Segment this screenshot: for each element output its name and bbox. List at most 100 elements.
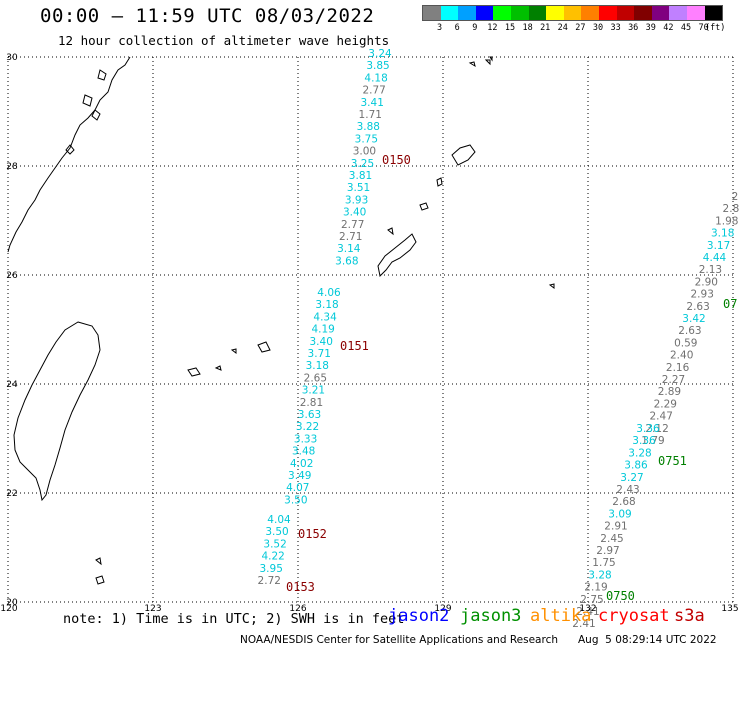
swh-value: 1.75 xyxy=(592,557,615,569)
legend-swatch xyxy=(423,6,441,20)
swh-value: 3.49 xyxy=(288,470,311,482)
swh-value: 3.14 xyxy=(337,243,361,255)
legend-swatch xyxy=(616,6,635,20)
pass-time-label: 0150 xyxy=(382,153,411,167)
swh-value: 2.93 xyxy=(691,289,714,301)
swh-value: 2.81 xyxy=(300,397,323,409)
legend-swatch xyxy=(528,6,547,20)
pass-time-label: 0750 xyxy=(606,589,635,603)
swh-value: 1.71 xyxy=(359,109,382,121)
swh-value: 3.18 xyxy=(315,299,338,311)
swh-value: 2.91 xyxy=(604,521,627,533)
swh-value: 3.52 xyxy=(263,538,286,550)
legend-swatch xyxy=(704,6,723,20)
china-islands xyxy=(65,69,107,155)
swh-value: 2.77 xyxy=(341,219,364,231)
lat-tick-label: 30 xyxy=(6,53,18,63)
lat-tick-label: 20 xyxy=(6,598,18,608)
axis-tick-labels: 120 123 126 129 132 135 30 28 26 24 22 20 xyxy=(0,53,738,614)
swh-value: 3.48 xyxy=(292,446,315,458)
coastlines xyxy=(7,56,555,585)
swh-value: 3.42 xyxy=(682,313,705,325)
swh-value: 2.40 xyxy=(670,350,693,362)
footer: NOAA/NESDIS Center for Satellite Applica… xyxy=(240,634,717,670)
satellite-jason2: jason2 xyxy=(388,606,450,626)
legend-label: 21 xyxy=(540,23,551,33)
legend-label: 70 xyxy=(698,23,709,33)
lon-tick-label: 129 xyxy=(434,604,451,614)
lat-tick-label: 24 xyxy=(6,380,18,390)
map-subtitle: 12 hour collection of altimeter wave hei… xyxy=(58,33,390,48)
swh-value: 2.90 xyxy=(695,276,718,288)
lon-tick-label: 135 xyxy=(721,604,738,614)
lon-tick-label: 120 xyxy=(0,604,17,614)
legend-swatch xyxy=(686,6,705,20)
altimeter-track: 4.063.184.344.193.403.713.182.653.212.81… xyxy=(284,287,369,506)
legend-label: 3 xyxy=(437,23,443,33)
swh-value: 3.36 xyxy=(636,423,660,435)
legend-label: 30 xyxy=(592,23,604,33)
swh-value: 3.18 xyxy=(711,228,734,240)
swh-value: 2.19 xyxy=(584,582,607,594)
taiwan-coastline xyxy=(13,321,101,502)
swh-value: 2.63 xyxy=(686,301,709,313)
ryukyu-islets xyxy=(95,56,555,585)
legend-swatch xyxy=(458,6,476,20)
legend-label: 24 xyxy=(557,23,568,33)
legend-swatch xyxy=(440,6,459,20)
swh-value: 3.68 xyxy=(335,255,358,267)
altimeter-tracks: 3.243.854.182.773.411.713.883.753.003.25… xyxy=(258,48,740,630)
swh-value: 2.63 xyxy=(678,325,701,337)
swh-value: 2.45 xyxy=(600,533,623,545)
legend-label: 45 xyxy=(680,23,692,33)
legend-label: 33 xyxy=(610,23,621,33)
swh-value: 3.93 xyxy=(345,194,368,206)
swh-value: 3.17 xyxy=(707,240,730,252)
lat-lon-grid xyxy=(7,56,734,603)
swh-value: 2 xyxy=(732,191,739,203)
swh-value: 2.41 xyxy=(576,606,599,618)
swh-value: 2.41 xyxy=(572,618,595,630)
legend-swatch xyxy=(493,6,511,20)
swh-value: 3.95 xyxy=(260,563,283,575)
footer-credit: NOAA/NESDIS Center for Satellite Applica… xyxy=(240,634,558,646)
swh-value: 1.98 xyxy=(715,215,738,227)
swh-value: 3.86 xyxy=(624,460,648,472)
swh-value: 2.89 xyxy=(658,386,681,398)
swh-value: 3.88 xyxy=(357,121,380,133)
satellite-cryosat: cryosat xyxy=(598,606,670,626)
legend-label: 9 xyxy=(472,23,478,33)
swh-value: 2.65 xyxy=(304,372,327,384)
satellite-s3a: s3a xyxy=(674,606,705,626)
pass-time-label: 0153 xyxy=(286,580,315,594)
swh-value: 3.63 xyxy=(298,409,321,421)
okinawa-coastline xyxy=(377,233,417,278)
altimeter-track: 0750 xyxy=(606,589,635,603)
legend-labels: 3 6 9 12 15 18 21 24 27 30 33 36 39 42 45 70 (ft) xyxy=(422,21,725,35)
swh-value: 4.22 xyxy=(261,551,284,563)
legend-label: 36 xyxy=(628,23,639,33)
amami-island xyxy=(451,144,476,166)
legend-swatch xyxy=(669,6,687,20)
altimeter-track: 0153 xyxy=(286,580,315,594)
swh-value: 2.12 xyxy=(645,423,668,435)
legend-swatch xyxy=(581,6,599,20)
swh-value: 4.18 xyxy=(364,72,387,84)
satellite-jason3: jason3 xyxy=(460,606,522,626)
legend-label: 39 xyxy=(645,23,656,33)
altimeter-track: 3.363.363.283.863.272.432.683.092.912.45… xyxy=(572,423,687,630)
swh-value: 4.04 xyxy=(267,514,291,526)
swh-value: 4.34 xyxy=(313,311,337,323)
map-title: 00:00 — 11:59 UTC 08/03/2022 xyxy=(40,5,375,27)
lat-tick-label: 28 xyxy=(6,162,18,172)
swh-value: 4.19 xyxy=(311,324,334,336)
swh-value: 3.22 xyxy=(296,421,319,433)
swh-value: 3.81 xyxy=(349,170,372,182)
swh-value: 3.00 xyxy=(353,146,376,158)
swh-value: 0.59 xyxy=(674,337,697,349)
color-scale-legend: 3 6 9 12 15 18 21 24 27 30 33 36 39 42 45 70 (ft) xyxy=(422,5,725,35)
legend-swatch xyxy=(475,6,494,20)
swh-value: 3.28 xyxy=(628,447,651,459)
swh-value: 2.29 xyxy=(654,398,677,410)
satellite-legend: jason2 jason3 altika cryosat s3a xyxy=(0,606,705,726)
